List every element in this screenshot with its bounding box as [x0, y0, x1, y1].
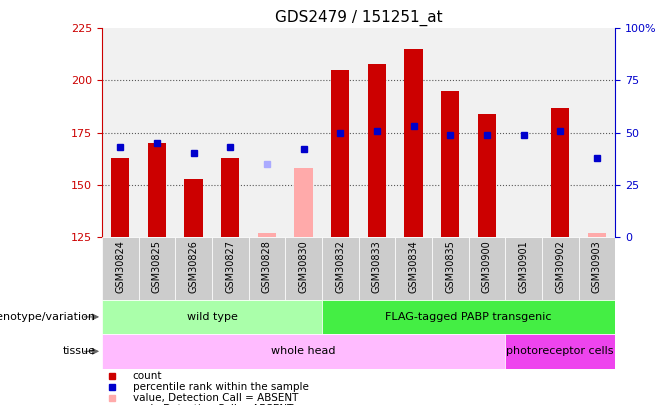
Text: GSM30832: GSM30832 — [336, 240, 345, 293]
Bar — [368, 64, 386, 237]
Text: GSM30828: GSM30828 — [262, 240, 272, 293]
Text: whole head: whole head — [271, 346, 336, 356]
Text: GSM30825: GSM30825 — [152, 240, 162, 293]
Bar — [212, 28, 249, 237]
Bar — [322, 237, 359, 300]
Bar — [405, 49, 422, 237]
Bar — [441, 91, 459, 237]
Bar — [542, 237, 578, 300]
Text: GSM30833: GSM30833 — [372, 240, 382, 293]
Bar — [395, 28, 432, 237]
Bar — [432, 237, 468, 300]
Bar — [331, 70, 349, 237]
Bar — [249, 28, 286, 237]
Bar — [505, 334, 615, 369]
Text: GSM30834: GSM30834 — [409, 240, 418, 293]
Bar — [175, 237, 212, 300]
Text: GSM30900: GSM30900 — [482, 240, 492, 293]
Text: GSM30835: GSM30835 — [445, 240, 455, 293]
Bar — [322, 28, 359, 237]
Bar — [395, 237, 432, 300]
Bar — [102, 334, 505, 369]
Bar — [102, 28, 139, 237]
Text: photoreceptor cells: photoreceptor cells — [507, 346, 614, 356]
Bar — [102, 300, 322, 334]
Bar — [468, 237, 505, 300]
Bar — [148, 143, 166, 237]
Bar — [286, 28, 322, 237]
Bar — [249, 237, 286, 300]
Text: GSM30901: GSM30901 — [519, 240, 528, 293]
Bar — [175, 28, 212, 237]
Text: GSM30826: GSM30826 — [189, 240, 199, 293]
Title: GDS2479 / 151251_at: GDS2479 / 151251_at — [275, 9, 442, 26]
Bar — [322, 300, 615, 334]
Bar — [551, 108, 569, 237]
Bar — [468, 28, 505, 237]
Bar — [359, 237, 395, 300]
Bar — [505, 237, 542, 300]
Text: GSM30902: GSM30902 — [555, 240, 565, 293]
Text: GSM30903: GSM30903 — [592, 240, 602, 293]
Text: GSM30830: GSM30830 — [299, 240, 309, 293]
Bar — [578, 28, 615, 237]
Text: rank, Detection Call = ABSENT: rank, Detection Call = ABSENT — [133, 404, 293, 405]
Bar — [102, 237, 139, 300]
Bar — [578, 237, 615, 300]
Bar — [139, 28, 175, 237]
Text: value, Detection Call = ABSENT: value, Detection Call = ABSENT — [133, 393, 298, 403]
Bar — [111, 158, 130, 237]
Text: percentile rank within the sample: percentile rank within the sample — [133, 382, 309, 392]
Text: count: count — [133, 371, 163, 381]
Text: genotype/variation: genotype/variation — [0, 312, 95, 322]
Bar — [139, 237, 175, 300]
Bar — [286, 237, 322, 300]
Bar — [505, 28, 542, 237]
Bar — [212, 237, 249, 300]
Text: GSM30824: GSM30824 — [115, 240, 125, 293]
Bar — [432, 28, 468, 237]
Bar — [359, 28, 395, 237]
Bar — [184, 179, 203, 237]
Bar — [258, 233, 276, 237]
Bar — [588, 233, 606, 237]
Text: wild type: wild type — [186, 312, 238, 322]
Bar — [478, 114, 496, 237]
Bar — [221, 158, 240, 237]
Bar — [294, 168, 313, 237]
Bar — [542, 28, 578, 237]
Text: FLAG-tagged PABP transgenic: FLAG-tagged PABP transgenic — [386, 312, 552, 322]
Text: GSM30827: GSM30827 — [225, 240, 236, 293]
Text: tissue: tissue — [63, 346, 95, 356]
